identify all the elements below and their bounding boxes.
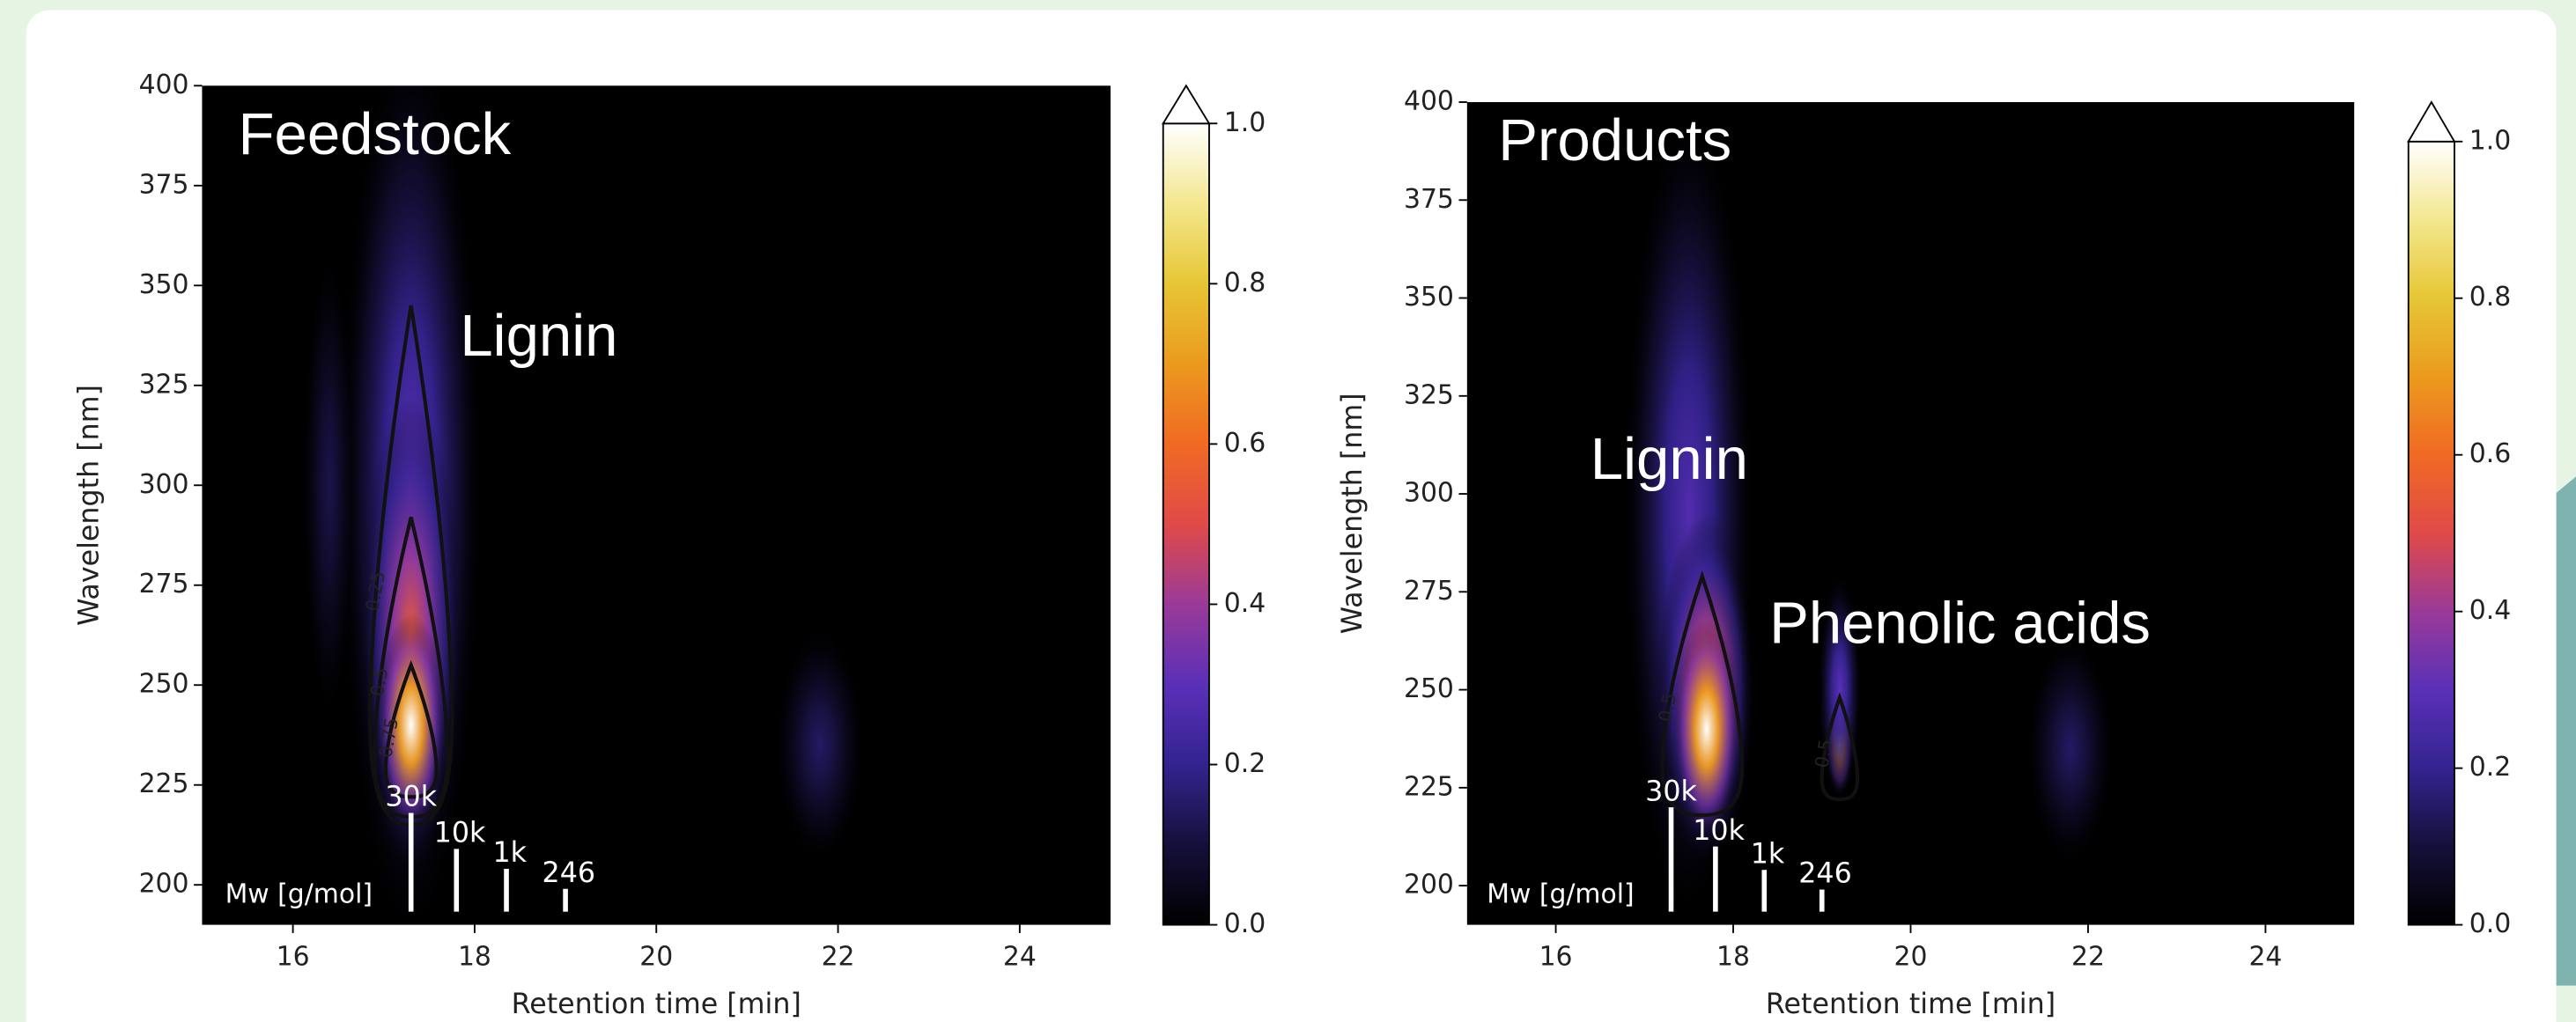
y-tick-label: 275: [139, 569, 189, 599]
colorbar-tick-label: 1.0: [2469, 125, 2511, 156]
x-tick-label: 22: [822, 941, 855, 972]
y-tick-label: 250: [139, 669, 189, 700]
colorbar: [2409, 142, 2454, 925]
x-tick-label: 18: [458, 941, 491, 972]
colorbar-tick-label: 0.8: [1224, 268, 1266, 298]
y-tick-label: 325: [139, 369, 189, 400]
y-tick-label: 225: [139, 768, 189, 799]
x-axis-label: Retention time [min]: [512, 989, 801, 1020]
y-tick-label: 350: [139, 269, 189, 300]
colorbar-tick-label: 1.0: [1224, 107, 1266, 138]
colorbar: [1163, 123, 1209, 924]
figure: 0.250.50.7530k10k1k246Mw [g/mol]Feedstoc…: [0, 0, 2576, 1022]
mw-label: Mw [g/mol]: [225, 879, 373, 910]
colorbar-tick-label: 0.6: [1224, 428, 1266, 459]
colorbar-tick-label: 0.4: [2469, 595, 2511, 626]
mw-marker-label: 246: [1798, 858, 1852, 890]
y-tick-label: 250: [1404, 673, 1454, 704]
plot-area: [1467, 102, 2354, 925]
y-axis-label: Wavelength [nm]: [74, 385, 106, 626]
x-axis-label: Retention time [min]: [1766, 989, 2056, 1020]
y-tick-label: 275: [1404, 576, 1454, 607]
annotation: Feedstock: [238, 101, 511, 167]
mw-marker-label: 30k: [1645, 776, 1697, 807]
colorbar-tick-label: 0.0: [2469, 908, 2511, 939]
annotation: Products: [1498, 107, 1731, 173]
x-tick-label: 16: [1539, 941, 1573, 972]
colorbar-tick-label: 0.2: [1224, 748, 1266, 779]
y-tick-label: 200: [1404, 870, 1454, 901]
x-tick-label: 16: [277, 941, 310, 972]
colorbar-tick-label: 0.0: [1224, 908, 1266, 939]
x-tick-label: 24: [2248, 941, 2282, 972]
page: {"chart_data":[ {"type":"heatmap","xlabe…: [0, 0, 2576, 1022]
annotation: Lignin: [460, 303, 617, 369]
x-tick-label: 22: [2071, 941, 2105, 972]
mw-marker-label: 1k: [492, 837, 527, 869]
y-tick-label: 300: [1404, 478, 1454, 509]
y-tick-label: 300: [139, 469, 189, 500]
heat-peak: [302, 246, 357, 725]
y-axis-label: Wavelength [nm]: [1337, 393, 1369, 634]
heat-peak: [774, 625, 865, 864]
annotation: Lignin: [1591, 426, 1748, 492]
y-tick-label: 400: [139, 70, 189, 100]
x-tick-label: 18: [1716, 941, 1750, 972]
mw-label: Mw [g/mol]: [1487, 879, 1634, 910]
mw-marker-label: 10k: [1693, 815, 1745, 847]
y-tick-label: 325: [1404, 379, 1454, 410]
mw-marker-label: 10k: [434, 818, 486, 849]
x-tick-label: 20: [1894, 941, 1928, 972]
y-tick-label: 375: [1404, 184, 1454, 215]
mw-marker-label: 30k: [385, 782, 437, 813]
y-tick-label: 400: [1404, 86, 1454, 117]
y-tick-label: 375: [139, 169, 189, 200]
decoration: [2557, 476, 2576, 985]
heat-peak: [2026, 631, 2115, 866]
annotation: Phenolic acids: [1769, 591, 2151, 657]
y-tick-label: 225: [1404, 771, 1454, 802]
mw-marker-label: 246: [543, 857, 596, 889]
x-tick-label: 24: [1003, 941, 1037, 972]
y-tick-label: 350: [1404, 282, 1454, 312]
colorbar-tick-label: 0.4: [1224, 588, 1266, 619]
x-tick-label: 20: [639, 941, 673, 972]
colorbar-tick-label: 0.6: [2469, 438, 2511, 469]
y-tick-label: 200: [139, 869, 189, 900]
colorbar-tick-label: 0.2: [2469, 752, 2511, 783]
colorbar-tick-label: 0.8: [2469, 282, 2511, 312]
mw-marker-label: 1k: [1751, 838, 1785, 870]
